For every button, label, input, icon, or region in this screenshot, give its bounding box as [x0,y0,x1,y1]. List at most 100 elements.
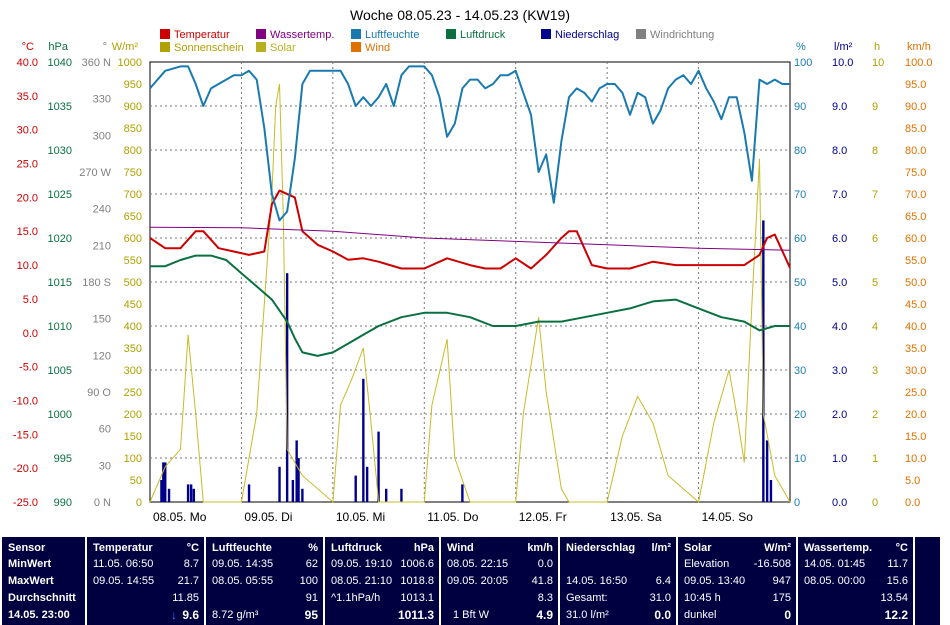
x-tick-label: 11.05. Do [427,510,478,524]
press-header: Luftdruck [331,542,382,554]
left-tick-label: 1005 [48,365,72,377]
left-tick-label: 550 [124,255,142,267]
hum-max-value: 100 [299,575,318,587]
right-axis-unit: km/h [907,41,931,53]
press-now-value: 1011.3 [397,608,434,622]
wind-max-time: 09.05. 20:05 [447,575,509,587]
rain-bar [384,488,388,502]
water-max-time: 08.05. 00:00 [804,575,866,587]
right-tick-label: 60.0 [905,233,926,245]
chart-title: Woche 08.05.23 - 14.05.23 (KW19) [350,7,570,23]
right-tick-label: 25.0 [905,387,926,399]
rain-bar [762,220,765,502]
press-max-value: 1018.8 [400,575,434,587]
sensor-avg-label: Durchschnitt [8,592,76,604]
temp-max-value: 21.7 [177,575,199,587]
panel-niederschlag: Niederschlag l/m² 14.05. 16:50 6.4 Gesamt:… [560,537,676,625]
left-tick-label: 350 [124,343,142,355]
right-tick-label: 50.0 [905,277,926,289]
right-tick-label: 70.0 [905,189,926,201]
legend-swatch [160,29,170,39]
left-tick-label: 1025 [48,189,72,201]
rain-bar [164,462,167,502]
water-header: Wassertemp. [804,542,873,554]
left-tick-label: 1040 [48,57,72,69]
left-axis-unit: hPa [48,41,68,53]
temp-now-value: 9.6 [182,608,199,622]
left-tick-label: 750 [124,167,142,179]
left-tick-label: 500 [124,277,142,289]
rain-total-label: Gesamt: [566,592,608,604]
solar-avg-value: 175 [772,592,791,604]
temp-min-time: 11.05. 06:50 [93,558,154,570]
weather-week-chart: Woche 08.05.23 - 14.05.23 (KW19) 08.05. … [13,7,933,524]
solar-max-time: 09.05. 13:40 [684,575,746,587]
rain-now-total: 31.0 l/m² [566,609,609,621]
right-tick-label: 95.0 [905,79,926,91]
x-tick-label: 08.05. Mo [153,510,207,524]
solar-max-value: 947 [772,575,791,587]
left-tick-label: 995 [54,453,72,465]
press-unit: hPa [413,542,434,554]
left-tick-label: -20.0 [13,463,38,475]
solar-now-value: 0 [784,608,791,622]
series-line [150,254,790,357]
right-axis-unit: h [874,41,880,53]
rain-bar [354,475,357,502]
temp-unit: °C [186,542,199,554]
legend-label: Wassertemp. [270,29,334,41]
left-tick-label: 400 [124,321,142,333]
x-tick-label: 14.05. So [702,510,754,524]
right-tick-label: 8 [872,145,878,157]
right-tick-label: 7 [872,189,878,201]
press-trend: ^1.1hPa/h [331,592,381,604]
solar-now-state: dunkel [684,609,717,621]
right-tick-label: 70 [794,189,806,201]
left-tick-label: 30 [99,460,111,472]
x-tick-label: 13.05. Sa [610,510,662,524]
left-tick-label: 360 N [82,57,111,69]
left-tick-label: 200 [124,409,142,421]
right-tick-label: 80 [794,145,806,157]
legend-label: Solar [270,42,296,54]
left-tick-label: 5.0 [23,294,38,306]
legend-label: Temperatur [174,29,230,41]
wind-now-bft: 1 Bft W [453,609,490,621]
right-tick-label: 15.0 [905,431,926,443]
solar-elevation-value: -16.508 [753,558,791,570]
solar-header: Solar [684,542,712,554]
right-tick-label: 75.0 [905,167,926,179]
right-tick-label: 5.0 [905,475,920,487]
rain-bar [291,480,295,502]
legend-swatch [351,42,361,52]
left-tick-label: 990 [54,497,72,509]
left-tick-label: 300 [93,130,111,142]
rain-bar [400,488,403,502]
summary-table: Sensor MinWert MaxWert Durchschnitt 14.0… [0,532,950,625]
left-tick-label: 300 [124,365,142,377]
hum-unit: % [308,542,318,554]
left-tick-label: 1000 [118,57,142,69]
right-tick-label: 30 [794,365,806,377]
right-tick-label: 4 [872,321,878,333]
right-axis-unit: % [796,41,806,53]
series-line [149,189,791,270]
left-tick-label: -25.0 [13,497,38,509]
right-tick-label: 1.0 [832,453,847,465]
right-tick-label: 50 [794,277,806,289]
right-tick-label: 100.0 [905,57,933,69]
rain-bar [189,484,193,502]
rain-total-value: 31.0 [649,592,671,604]
water-avg-value: 13.54 [880,592,908,604]
panel-luftfeuchte: Luftfeuchte% 09.05. 14:35 62 08.05. 05:55… [206,537,323,625]
right-tick-label: 10 [794,453,806,465]
rain-bar [192,488,196,502]
panel-sensor: Sensor MinWert MaxWert Durchschnitt 14.0… [2,537,85,625]
left-tick-label: 950 [124,79,142,91]
left-tick-label: 15.0 [17,226,38,238]
water-max-value: 15.6 [886,575,908,587]
rain-bar [765,440,769,502]
rain-bar [186,484,190,502]
right-tick-label: 35.0 [905,343,926,355]
temp-max-time: 09.05. 14:55 [93,575,155,587]
